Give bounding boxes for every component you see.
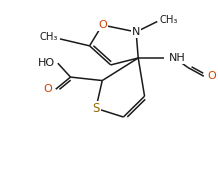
- Text: NH: NH: [169, 53, 186, 63]
- Text: O: O: [98, 20, 107, 30]
- Text: CH₃: CH₃: [39, 32, 58, 42]
- Text: HO: HO: [37, 58, 55, 68]
- Text: S: S: [92, 102, 100, 115]
- Text: O: O: [44, 84, 53, 94]
- Text: O: O: [208, 71, 216, 81]
- Text: N: N: [132, 27, 140, 37]
- Text: CH₃: CH₃: [160, 15, 178, 25]
